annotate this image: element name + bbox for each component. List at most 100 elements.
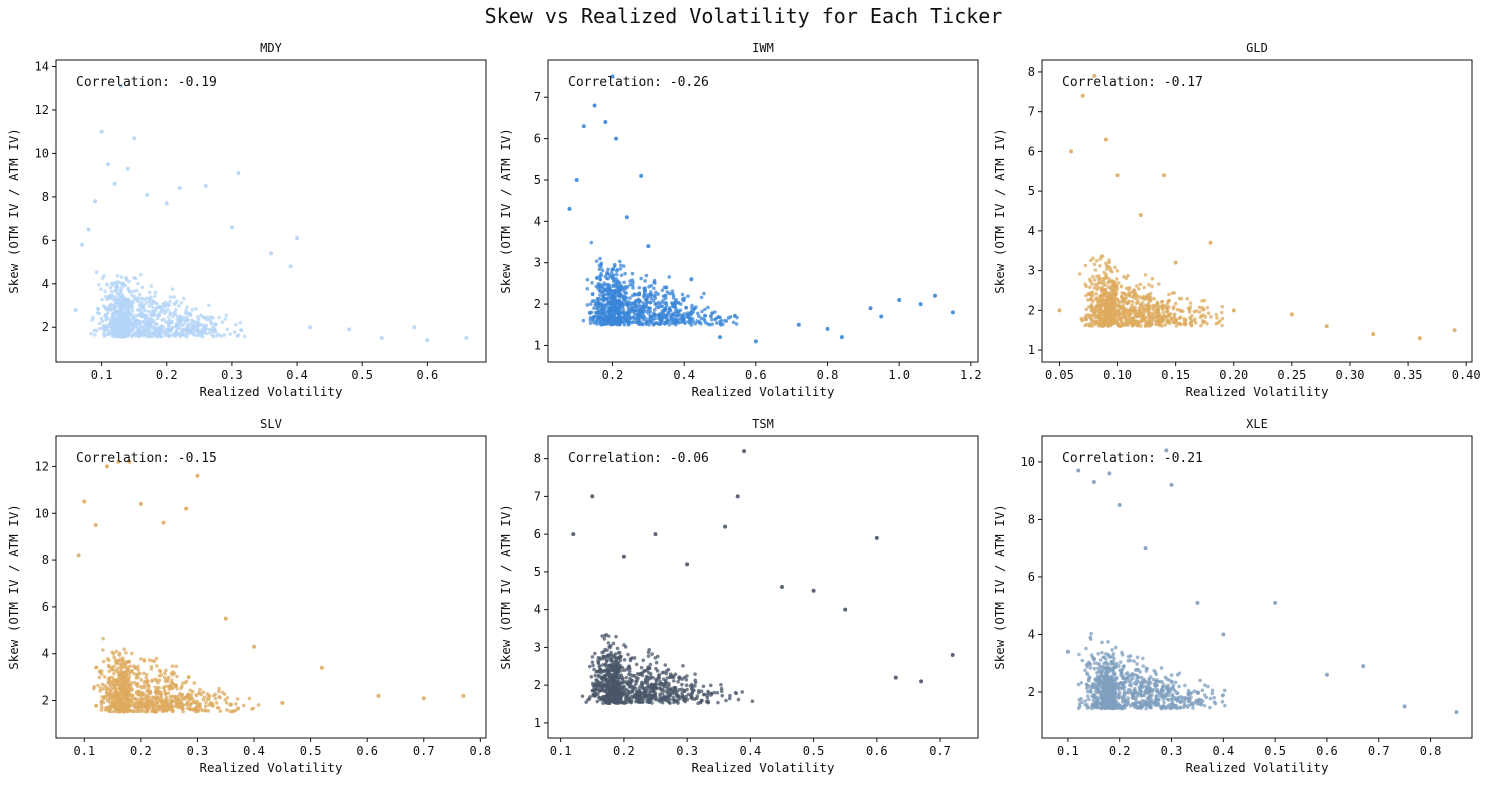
scatter-point <box>601 701 605 705</box>
scatter-point <box>653 316 658 321</box>
scatter-point <box>156 305 161 309</box>
scatter-point <box>103 694 108 699</box>
scatter-point <box>612 700 616 704</box>
x-tick-label: 0.6 <box>866 744 888 758</box>
scatter-point <box>134 697 139 702</box>
scatter-point <box>160 704 164 708</box>
scatter-point <box>122 647 126 652</box>
scatter-point <box>624 291 629 295</box>
scatter-point <box>197 322 202 326</box>
scatter-point <box>608 681 613 685</box>
scatter-point <box>696 311 700 316</box>
scatter-point <box>138 501 143 506</box>
scatter-point <box>677 697 681 702</box>
scatter-point <box>714 316 718 321</box>
scatter-point <box>175 322 179 327</box>
scatter-point <box>689 694 694 698</box>
scatter-point <box>1113 282 1117 287</box>
scatter-point <box>124 672 129 676</box>
scatter-point <box>107 332 111 336</box>
scatter-point <box>181 315 186 320</box>
scatter-point <box>194 329 199 333</box>
scatter-point <box>1084 307 1089 312</box>
scatter-point <box>592 103 597 108</box>
scatter-point <box>703 313 708 318</box>
scatter-point <box>726 316 731 320</box>
scatter-point <box>630 283 635 288</box>
y-tick-label: 3 <box>534 640 541 654</box>
scatter-point <box>115 702 120 707</box>
scatter-point <box>627 314 631 318</box>
scatter-point <box>1169 312 1173 316</box>
scatter-point <box>643 279 647 283</box>
scatter-point <box>662 684 667 689</box>
scatter-point <box>164 320 168 324</box>
scatter-point <box>130 309 135 313</box>
x-tick-label: 0.8 <box>817 368 839 382</box>
scatter-point <box>666 311 671 315</box>
scatter-point <box>580 694 585 698</box>
scatter-point <box>241 703 246 708</box>
scatter-point <box>621 316 626 320</box>
scatter-point <box>712 690 717 695</box>
scatter-point <box>616 290 621 295</box>
scatter-point <box>108 318 113 323</box>
scatter-point <box>225 327 229 332</box>
scatter-point <box>657 673 662 677</box>
scatter-point <box>670 289 675 293</box>
scatter-point <box>593 310 598 315</box>
scatter-point <box>1118 317 1122 321</box>
scatter-point <box>91 686 96 691</box>
scatter-point <box>598 688 603 693</box>
scatter-point <box>688 321 692 325</box>
scatter-point <box>156 326 161 331</box>
scatter-point <box>617 650 622 655</box>
scatter-point <box>719 689 724 694</box>
scatter-point <box>185 315 189 319</box>
scatter-point <box>665 695 670 700</box>
scatter-point <box>1099 254 1104 259</box>
scatter-point <box>140 693 144 697</box>
scatter-point <box>1149 297 1153 302</box>
scatter-point <box>1076 682 1081 687</box>
scatter-point <box>144 301 149 305</box>
scatter-point <box>124 708 129 713</box>
scatter-point <box>868 306 873 311</box>
scatter-point <box>1127 310 1132 314</box>
scatter-point <box>123 317 128 322</box>
scatter-point <box>144 328 149 333</box>
scatter-point <box>140 685 144 690</box>
scatter-point <box>1136 298 1140 303</box>
scatter-point <box>122 661 127 666</box>
scatter-point <box>606 318 611 322</box>
scatter-point <box>723 524 728 529</box>
scatter-point <box>614 634 618 639</box>
scatter-point <box>1092 278 1097 282</box>
scatter-point <box>680 316 685 321</box>
scatter-point <box>1141 305 1145 310</box>
scatter-point <box>624 317 629 322</box>
scatter-point <box>120 282 125 287</box>
scatter-point <box>590 681 595 686</box>
scatter-point <box>288 264 293 269</box>
axes-frame <box>55 435 487 739</box>
scatter-point <box>135 673 139 677</box>
scatter-point <box>596 655 601 660</box>
scatter-point <box>163 698 167 703</box>
scatter-point <box>1091 319 1096 324</box>
scatter-point <box>621 554 626 559</box>
scatter-point <box>1146 303 1150 308</box>
scatter-point <box>152 326 156 331</box>
scatter-point <box>93 199 98 204</box>
scatter-point <box>614 136 619 141</box>
scatter-point <box>665 676 670 680</box>
y-tick-label: 7 <box>1028 105 1035 119</box>
scatter-point <box>610 276 615 280</box>
scatter-point <box>236 170 241 175</box>
scatter-point <box>250 707 254 711</box>
scatter-point <box>603 633 607 638</box>
scatter-point <box>223 616 228 621</box>
scatter-point <box>633 312 637 316</box>
scatter-point <box>228 709 232 714</box>
scatter-point <box>162 675 167 679</box>
